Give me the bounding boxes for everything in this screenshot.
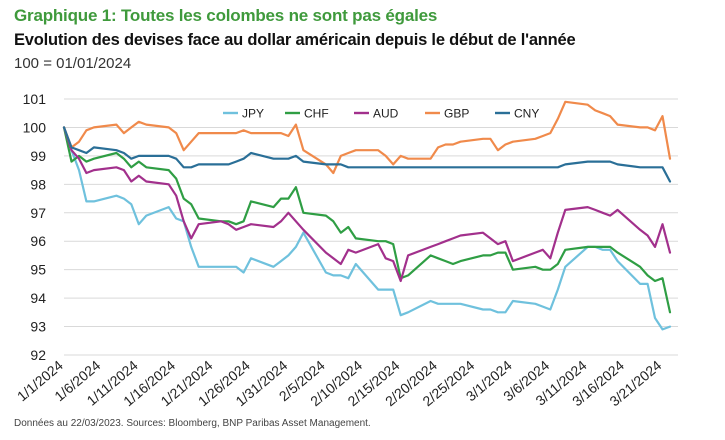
y-tick-label: 97 (30, 205, 46, 221)
series-line-jpy (62, 126, 672, 331)
series-line-cny (62, 126, 672, 183)
y-tick-label: 100 (23, 119, 47, 135)
y-tick-label: 99 (30, 148, 46, 164)
legend-label-cny: CNY (514, 107, 539, 121)
source-note: Données au 22/03/2023. Sources: Bloomber… (14, 418, 371, 429)
series-line-chf (62, 126, 672, 314)
y-tick-label: 98 (30, 176, 46, 192)
legend-label-jpy: JPY (242, 107, 264, 121)
y-tick-label: 96 (30, 233, 46, 249)
y-tick-label: 95 (30, 262, 46, 278)
y-tick-label: 92 (30, 347, 46, 363)
chart-subtitle: Evolution des devises face au dollar amé… (14, 31, 576, 49)
legend-label-chf: CHF (304, 107, 329, 121)
base-note: 100 = 01/01/2024 (14, 55, 132, 72)
series-line-aud (62, 126, 672, 283)
legend-label-gbp: GBP (444, 107, 469, 121)
legend-label-aud: AUD (373, 107, 399, 121)
y-tick-label: 101 (23, 91, 47, 107)
chart-title: Graphique 1: Toutes les colombes ne sont… (14, 6, 438, 25)
series-line-gbp (62, 100, 672, 175)
y-tick-label: 94 (30, 290, 46, 306)
y-tick-label: 93 (30, 319, 46, 335)
